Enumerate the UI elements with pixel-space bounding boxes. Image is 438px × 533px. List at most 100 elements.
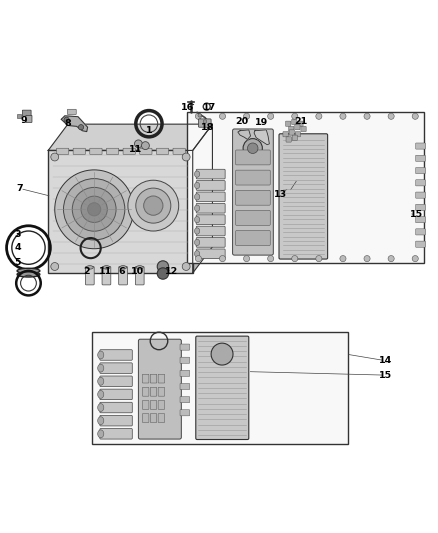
FancyBboxPatch shape (22, 110, 31, 116)
FancyBboxPatch shape (180, 370, 190, 376)
FancyBboxPatch shape (196, 192, 225, 201)
Circle shape (244, 113, 250, 119)
Circle shape (292, 113, 298, 119)
FancyBboxPatch shape (100, 402, 132, 413)
Ellipse shape (98, 377, 104, 385)
FancyBboxPatch shape (119, 266, 127, 285)
FancyBboxPatch shape (289, 130, 294, 135)
FancyBboxPatch shape (100, 389, 132, 400)
Circle shape (412, 255, 418, 262)
FancyBboxPatch shape (158, 400, 165, 409)
FancyBboxPatch shape (283, 132, 288, 137)
Ellipse shape (194, 216, 200, 223)
Circle shape (268, 113, 274, 119)
Text: 10: 10 (131, 267, 145, 276)
Text: 21: 21 (295, 117, 308, 126)
Text: 14: 14 (379, 356, 392, 365)
FancyBboxPatch shape (298, 121, 303, 126)
FancyBboxPatch shape (416, 143, 425, 149)
FancyBboxPatch shape (196, 204, 225, 213)
Text: 18: 18 (201, 123, 215, 132)
FancyBboxPatch shape (158, 374, 165, 383)
FancyBboxPatch shape (236, 170, 270, 185)
Text: 11: 11 (129, 144, 142, 154)
FancyBboxPatch shape (85, 266, 94, 285)
Text: 5: 5 (14, 259, 21, 268)
FancyBboxPatch shape (156, 148, 169, 155)
Circle shape (64, 117, 69, 123)
FancyBboxPatch shape (150, 374, 157, 383)
FancyBboxPatch shape (106, 148, 119, 155)
FancyBboxPatch shape (196, 169, 225, 179)
FancyBboxPatch shape (142, 414, 149, 423)
FancyBboxPatch shape (416, 216, 425, 223)
FancyBboxPatch shape (90, 148, 102, 155)
FancyBboxPatch shape (135, 266, 144, 285)
FancyBboxPatch shape (180, 357, 190, 364)
Circle shape (340, 255, 346, 262)
FancyBboxPatch shape (286, 137, 291, 142)
Ellipse shape (194, 228, 200, 234)
FancyBboxPatch shape (289, 126, 294, 132)
Circle shape (136, 188, 171, 223)
FancyBboxPatch shape (17, 114, 21, 118)
FancyBboxPatch shape (180, 344, 190, 350)
FancyBboxPatch shape (123, 148, 135, 155)
Text: 6: 6 (118, 267, 125, 276)
Ellipse shape (194, 251, 200, 257)
FancyBboxPatch shape (100, 363, 132, 374)
FancyBboxPatch shape (416, 229, 425, 235)
Circle shape (364, 113, 370, 119)
FancyBboxPatch shape (301, 126, 306, 132)
FancyBboxPatch shape (236, 231, 270, 246)
FancyBboxPatch shape (196, 249, 225, 259)
Ellipse shape (98, 364, 104, 372)
Ellipse shape (17, 272, 40, 277)
FancyBboxPatch shape (198, 119, 211, 127)
Text: 9: 9 (21, 116, 28, 125)
FancyBboxPatch shape (140, 148, 152, 155)
FancyBboxPatch shape (100, 350, 132, 360)
FancyBboxPatch shape (57, 148, 69, 155)
Ellipse shape (194, 205, 200, 212)
FancyBboxPatch shape (292, 119, 297, 125)
Circle shape (51, 153, 59, 161)
Text: 17: 17 (203, 103, 216, 112)
FancyBboxPatch shape (180, 397, 190, 403)
FancyBboxPatch shape (236, 190, 270, 205)
FancyBboxPatch shape (138, 339, 181, 439)
Circle shape (88, 203, 101, 216)
FancyBboxPatch shape (26, 115, 32, 123)
Circle shape (141, 142, 149, 150)
FancyBboxPatch shape (180, 410, 190, 416)
Text: 12: 12 (165, 267, 178, 276)
Ellipse shape (17, 268, 40, 273)
Bar (187, 112, 424, 263)
FancyBboxPatch shape (279, 134, 328, 259)
Circle shape (195, 255, 201, 262)
Circle shape (51, 263, 59, 270)
FancyBboxPatch shape (48, 150, 193, 273)
FancyBboxPatch shape (196, 238, 225, 247)
Circle shape (182, 153, 190, 161)
Circle shape (388, 255, 394, 262)
Circle shape (243, 139, 262, 158)
FancyBboxPatch shape (150, 387, 157, 396)
Polygon shape (238, 130, 251, 140)
FancyBboxPatch shape (416, 167, 425, 174)
Circle shape (203, 120, 207, 123)
Circle shape (157, 268, 169, 279)
Ellipse shape (98, 417, 104, 425)
Circle shape (134, 140, 142, 148)
Ellipse shape (86, 265, 93, 269)
Circle shape (316, 255, 322, 262)
Text: 4: 4 (14, 243, 21, 252)
Circle shape (128, 180, 179, 231)
FancyBboxPatch shape (292, 135, 297, 140)
Circle shape (182, 263, 190, 270)
FancyBboxPatch shape (100, 376, 132, 386)
Polygon shape (254, 130, 269, 145)
Ellipse shape (194, 193, 200, 200)
Circle shape (78, 125, 84, 130)
Text: 19: 19 (255, 118, 268, 127)
